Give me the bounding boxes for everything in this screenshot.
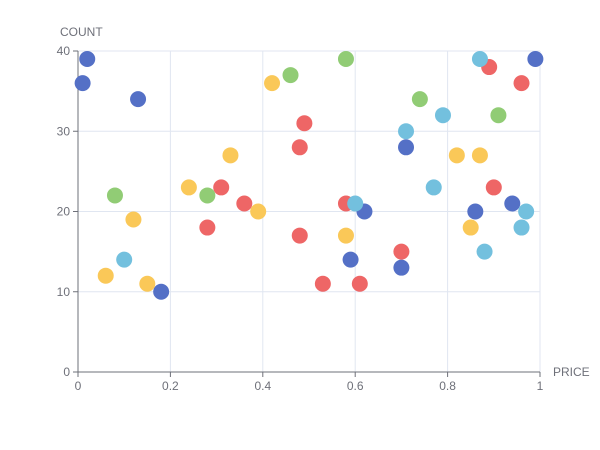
data-point[interactable]: [153, 283, 170, 300]
x-axis-title: PRICE: [553, 365, 590, 379]
data-point[interactable]: [518, 203, 535, 220]
data-points: [74, 51, 544, 300]
y-tick-label: 30: [57, 124, 71, 138]
data-point[interactable]: [393, 259, 410, 276]
data-point[interactable]: [116, 251, 133, 268]
data-point[interactable]: [314, 275, 331, 292]
data-point[interactable]: [282, 67, 299, 84]
data-point[interactable]: [180, 179, 197, 196]
data-point[interactable]: [296, 115, 313, 132]
tick-labels: 0 10 20 30 40 0 0.2 0.4 0.6 0.8 1: [57, 44, 544, 393]
x-tick-label: 1: [537, 379, 544, 393]
y-tick-label: 20: [57, 205, 71, 219]
data-point[interactable]: [485, 179, 502, 196]
x-tick-label: 0.6: [347, 379, 364, 393]
data-point[interactable]: [411, 91, 428, 108]
data-point[interactable]: [236, 195, 253, 212]
data-point[interactable]: [222, 147, 239, 164]
y-tick-label: 40: [57, 44, 71, 58]
data-point[interactable]: [106, 187, 123, 204]
y-axis-title: COUNT: [60, 25, 103, 39]
data-point[interactable]: [448, 147, 465, 164]
x-tick-label: 0.8: [439, 379, 456, 393]
data-point[interactable]: [139, 275, 156, 292]
x-tick-label: 0.4: [254, 379, 271, 393]
data-point[interactable]: [291, 139, 308, 156]
data-point[interactable]: [125, 211, 142, 228]
data-point[interactable]: [74, 75, 91, 92]
data-point[interactable]: [504, 195, 521, 212]
data-point[interactable]: [393, 243, 410, 260]
data-point[interactable]: [342, 251, 359, 268]
data-point[interactable]: [213, 179, 230, 196]
data-point[interactable]: [398, 139, 415, 156]
x-tick-label: 0: [75, 379, 82, 393]
y-tick-label: 10: [57, 285, 71, 299]
data-point[interactable]: [264, 75, 281, 92]
data-point[interactable]: [513, 75, 530, 92]
data-point[interactable]: [130, 91, 147, 108]
data-point[interactable]: [513, 219, 530, 236]
data-point[interactable]: [199, 219, 216, 236]
data-point[interactable]: [337, 51, 354, 68]
data-point[interactable]: [291, 227, 308, 244]
data-point[interactable]: [527, 51, 544, 68]
data-point[interactable]: [476, 243, 493, 260]
data-point[interactable]: [250, 203, 267, 220]
data-point[interactable]: [347, 195, 364, 212]
data-point[interactable]: [471, 51, 488, 68]
data-point[interactable]: [462, 219, 479, 236]
data-point[interactable]: [398, 123, 415, 140]
x-tick-label: 0.2: [162, 379, 179, 393]
data-point[interactable]: [337, 227, 354, 244]
data-point[interactable]: [467, 203, 484, 220]
data-point[interactable]: [97, 267, 114, 284]
data-point[interactable]: [425, 179, 442, 196]
data-point[interactable]: [490, 107, 507, 124]
y-tick-label: 0: [63, 365, 70, 379]
data-point[interactable]: [471, 147, 488, 164]
data-point[interactable]: [79, 51, 96, 68]
data-point[interactable]: [434, 107, 451, 124]
data-point[interactable]: [199, 187, 216, 204]
data-point[interactable]: [351, 275, 368, 292]
